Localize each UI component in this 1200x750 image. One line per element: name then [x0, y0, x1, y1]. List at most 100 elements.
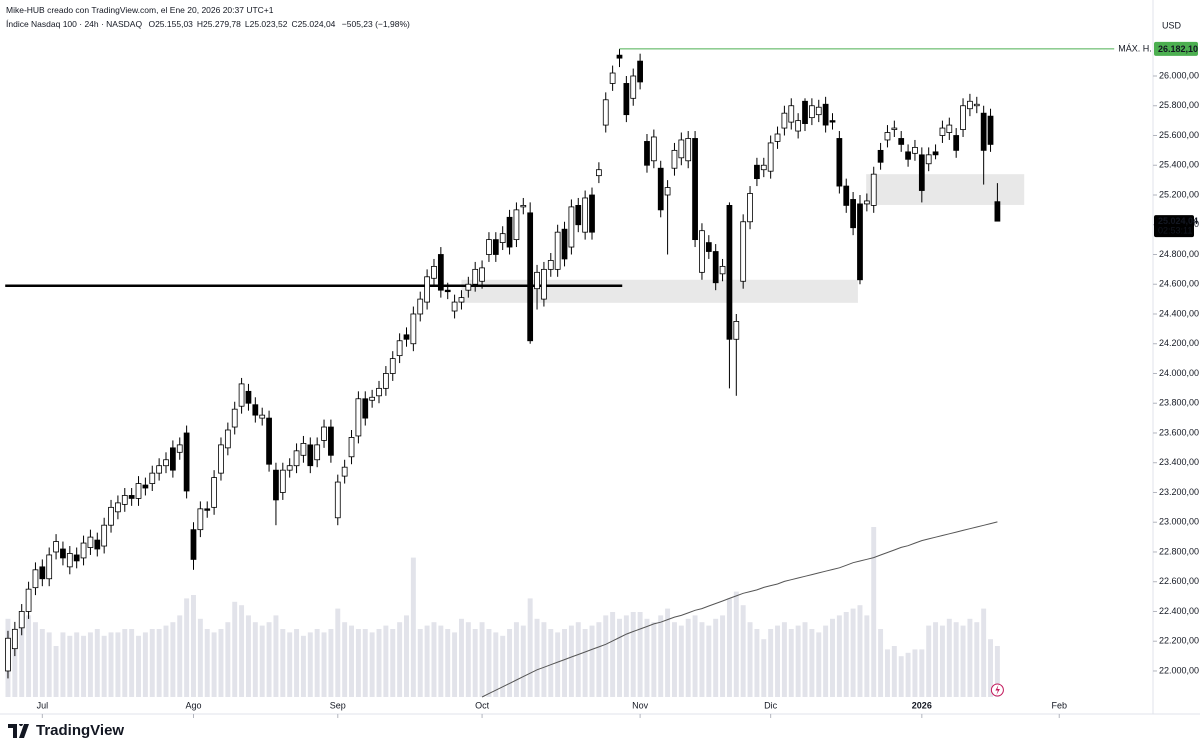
candle-body [444, 289, 451, 293]
candle-body [609, 72, 616, 84]
volume-bar [328, 629, 334, 697]
candle-body [94, 539, 101, 550]
candle-body [190, 529, 197, 560]
volume-bar [239, 605, 245, 697]
volume-bar [26, 615, 32, 697]
volume-bar [342, 622, 348, 697]
legend-key: H [196, 19, 204, 29]
volume-bar [369, 632, 375, 697]
legend-value: 25.155,03 [155, 19, 193, 29]
volume-bar [747, 622, 753, 697]
volume-bar [541, 622, 547, 697]
volume-bar [335, 608, 341, 697]
volume-bar [81, 635, 87, 697]
candle-body [520, 205, 527, 208]
candle-body [334, 481, 341, 519]
volume-bar [740, 605, 746, 697]
candle-body [25, 588, 32, 612]
volume-bar [891, 646, 897, 697]
volume-bar [733, 591, 739, 697]
volume-bar [149, 629, 155, 697]
y-tick-label: 24.400,00 [1159, 308, 1199, 318]
candle-body [932, 151, 939, 156]
y-tick-label: 24.200,00 [1159, 338, 1199, 348]
volume-bar [809, 629, 815, 697]
candle-body [286, 465, 293, 471]
candle-body [218, 444, 224, 474]
candle-body [108, 506, 114, 526]
header: Mike-HUB creado con TradingView.com, el … [6, 3, 410, 31]
volume-bar [142, 632, 148, 697]
candle-body [802, 100, 808, 124]
volume-bar [355, 629, 361, 697]
candle-body [692, 138, 698, 241]
volume-bar [671, 622, 677, 697]
volume-bar [905, 652, 911, 697]
candle-body [596, 169, 602, 177]
volume-bar [534, 618, 540, 697]
candle-body [465, 283, 472, 291]
candle-body [898, 138, 905, 145]
candle-body [939, 127, 946, 136]
candle-body [60, 548, 66, 559]
y-tick-label: 23.000,00 [1159, 517, 1199, 527]
volume-bar [314, 629, 320, 697]
volume-bar [294, 629, 300, 697]
volume-bar [465, 622, 471, 697]
volume-bar [211, 632, 217, 697]
volume-bar [857, 605, 863, 697]
x-tick-label: Dic [764, 700, 777, 710]
volume-bar [761, 639, 767, 697]
candle-body [424, 276, 430, 303]
candle-body [822, 103, 829, 126]
y-tick-label: 25.400,00 [1159, 160, 1199, 170]
candle-body [788, 105, 795, 123]
candle-body [300, 442, 307, 456]
volume-bar [568, 625, 574, 697]
volume-bar [163, 625, 169, 697]
last-price-label: 25.024,04 [1158, 216, 1198, 226]
candle-body [946, 124, 953, 133]
candle-body [321, 426, 327, 441]
candle-body [733, 321, 740, 340]
countdown-label: 02:53:11 [1158, 226, 1192, 236]
volume-bar [321, 632, 327, 697]
y-tick-label: 23.800,00 [1159, 398, 1199, 408]
candle-body [870, 173, 877, 206]
volume-bar [513, 622, 519, 697]
volume-bar [417, 629, 423, 697]
legend-key: O [148, 19, 156, 29]
candle-body [561, 228, 568, 260]
candle-body [616, 54, 623, 59]
candle-body [53, 541, 59, 553]
candle-body [925, 154, 932, 165]
volume-bar [898, 656, 904, 697]
candle-body [341, 466, 348, 477]
volume-bar [967, 618, 973, 697]
volume-bar [184, 598, 190, 697]
candle-body [245, 390, 252, 404]
volume-bar [39, 629, 45, 697]
volume-bar [836, 615, 842, 697]
legend-value: 25.024,04 [297, 19, 336, 29]
zone [461, 279, 858, 303]
candle-body [39, 566, 46, 580]
candle-body [389, 358, 396, 374]
volume-bar [245, 615, 251, 697]
candle-body [575, 205, 582, 226]
ohlc-legend: O25.155,03 H25.279,78 L25.023,52 C25.024,04 [144, 19, 335, 29]
candle-body [760, 164, 767, 171]
candle-body [376, 387, 382, 397]
volume-bar [19, 622, 25, 697]
volume-bar [431, 622, 437, 697]
volume-bar [630, 612, 636, 697]
branding: TradingView [8, 722, 124, 739]
brand-name: TradingView [36, 722, 125, 739]
candle-body [994, 201, 1001, 222]
volume-bar [884, 649, 890, 697]
volume-bar [589, 625, 595, 697]
volume-bar [665, 608, 671, 697]
volume-bar [678, 625, 684, 697]
volume-bar [974, 622, 980, 697]
